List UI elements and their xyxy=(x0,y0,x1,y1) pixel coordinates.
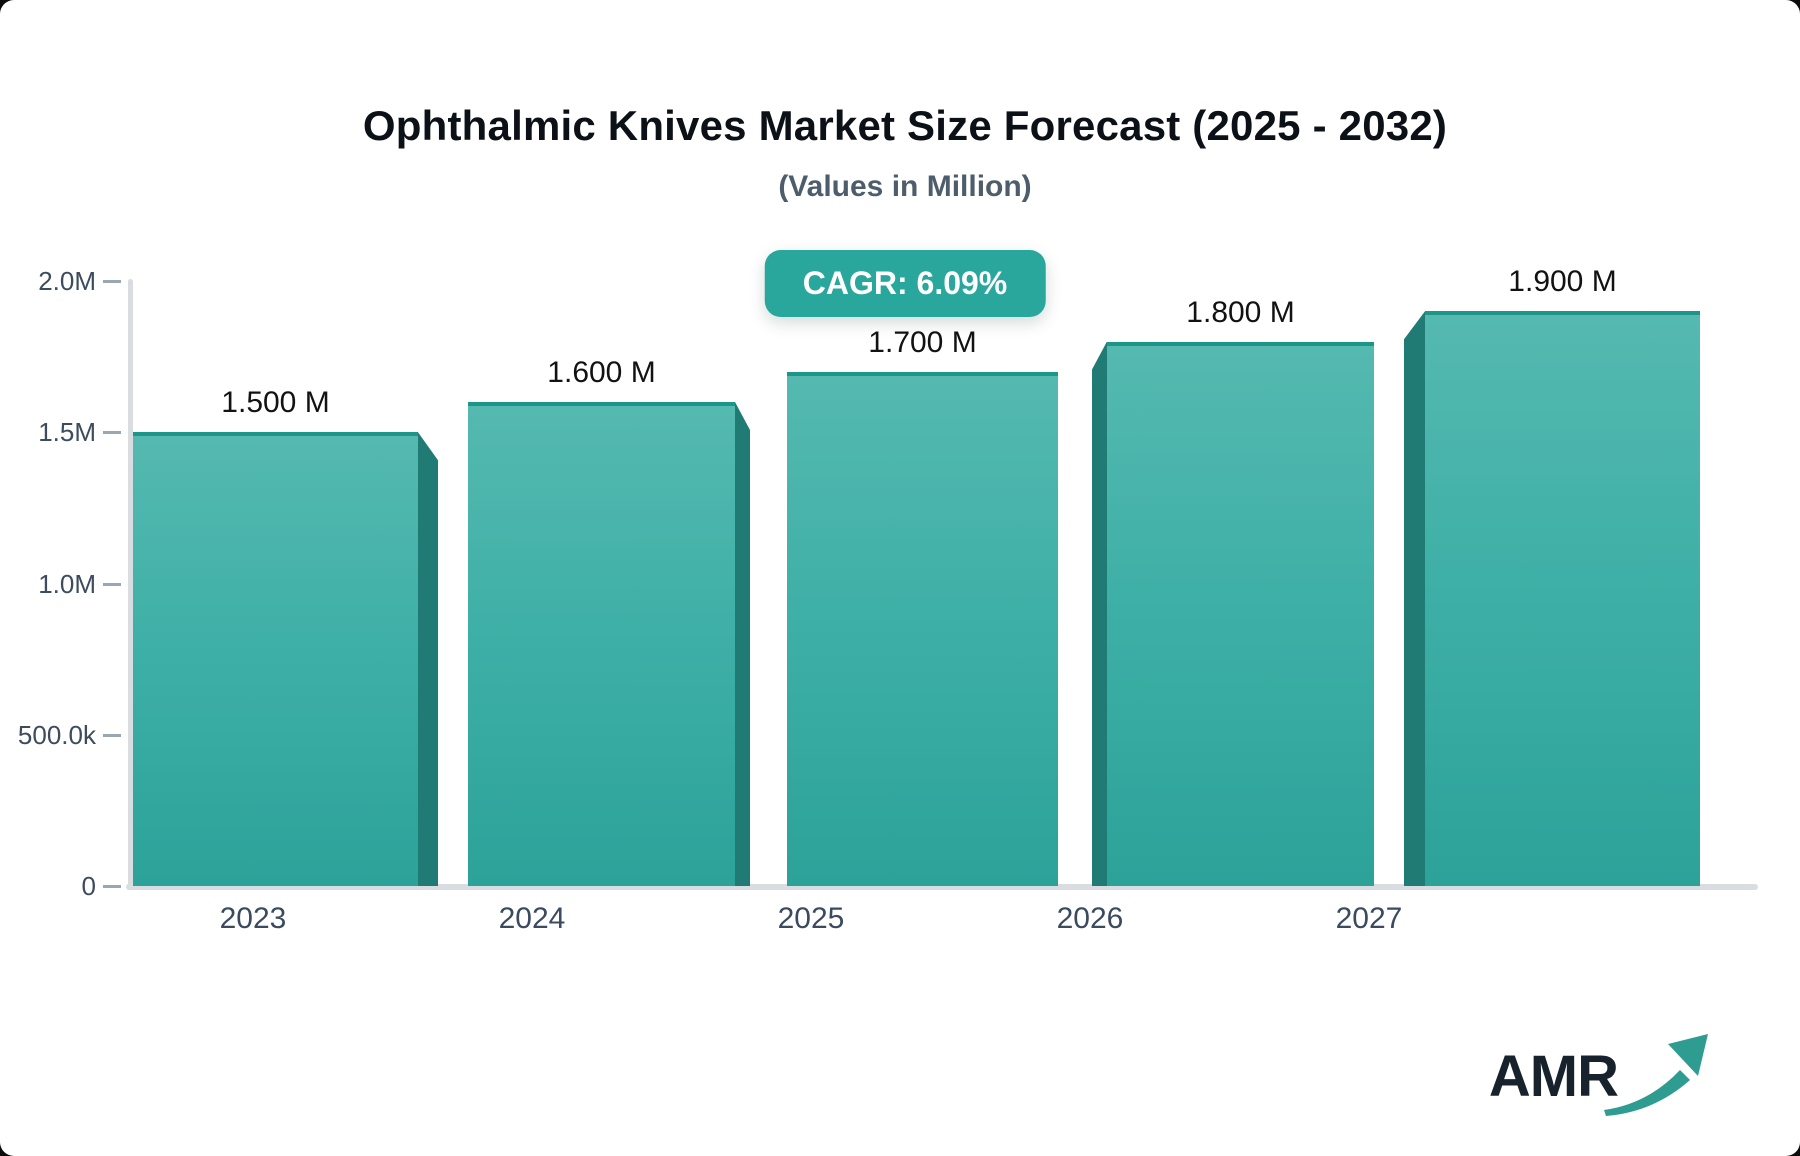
y-tick-mark xyxy=(103,280,121,283)
bar-3d-side xyxy=(1092,341,1107,886)
chart-title: Ophthalmic Knives Market Size Forecast (… xyxy=(362,102,1448,149)
bar-2026[interactable] xyxy=(1107,341,1374,886)
y-tick-label: 2.0M xyxy=(38,266,96,296)
y-tick-mark xyxy=(103,733,121,737)
x-axis-label-2023: 2023 xyxy=(219,902,287,935)
y-axis-line xyxy=(128,279,133,889)
x-axis-label-2027: 2027 xyxy=(1335,902,1403,935)
bar-3d-side xyxy=(418,432,438,886)
y-tick-label: 0 xyxy=(81,871,96,901)
x-axis-label-2025: 2025 xyxy=(777,902,845,935)
chart-subtitle: (Values in Million) xyxy=(778,170,1032,203)
amr-logo-text: AMR xyxy=(1488,1044,1619,1109)
x-axis-label-2024: 2024 xyxy=(498,902,566,935)
bar-value-label: 1.800 M xyxy=(1186,295,1295,329)
bar-2023[interactable] xyxy=(133,432,418,886)
y-tick-mark xyxy=(103,885,121,888)
bar-3d-side xyxy=(1404,311,1425,886)
amr-logo: AMR xyxy=(1489,1026,1722,1118)
bar-value-label: 1.500 M xyxy=(221,386,330,420)
x-axis-label-2026: 2026 xyxy=(1056,902,1124,935)
y-tick-label: 500.0k xyxy=(17,719,96,750)
y-tick-label: 1.0M xyxy=(38,568,96,599)
y-tick-mark xyxy=(103,431,121,435)
bar-2024[interactable] xyxy=(468,402,735,886)
y-tick-mark xyxy=(103,582,121,586)
bar-2027[interactable] xyxy=(1425,311,1700,886)
bar-value-label: 1.900 M xyxy=(1508,265,1617,299)
x-axis-line xyxy=(126,884,1758,890)
bar-value-label: 1.700 M xyxy=(868,325,977,359)
cagr-badge: CAGR: 6.09% xyxy=(764,250,1046,317)
y-tick-label: 1.5M xyxy=(38,417,96,448)
growth-arrow-icon xyxy=(1604,1034,1708,1116)
bar-value-label: 1.600 M xyxy=(547,356,656,389)
bar-3d-side xyxy=(735,402,750,886)
bar-2025[interactable] xyxy=(787,371,1058,886)
